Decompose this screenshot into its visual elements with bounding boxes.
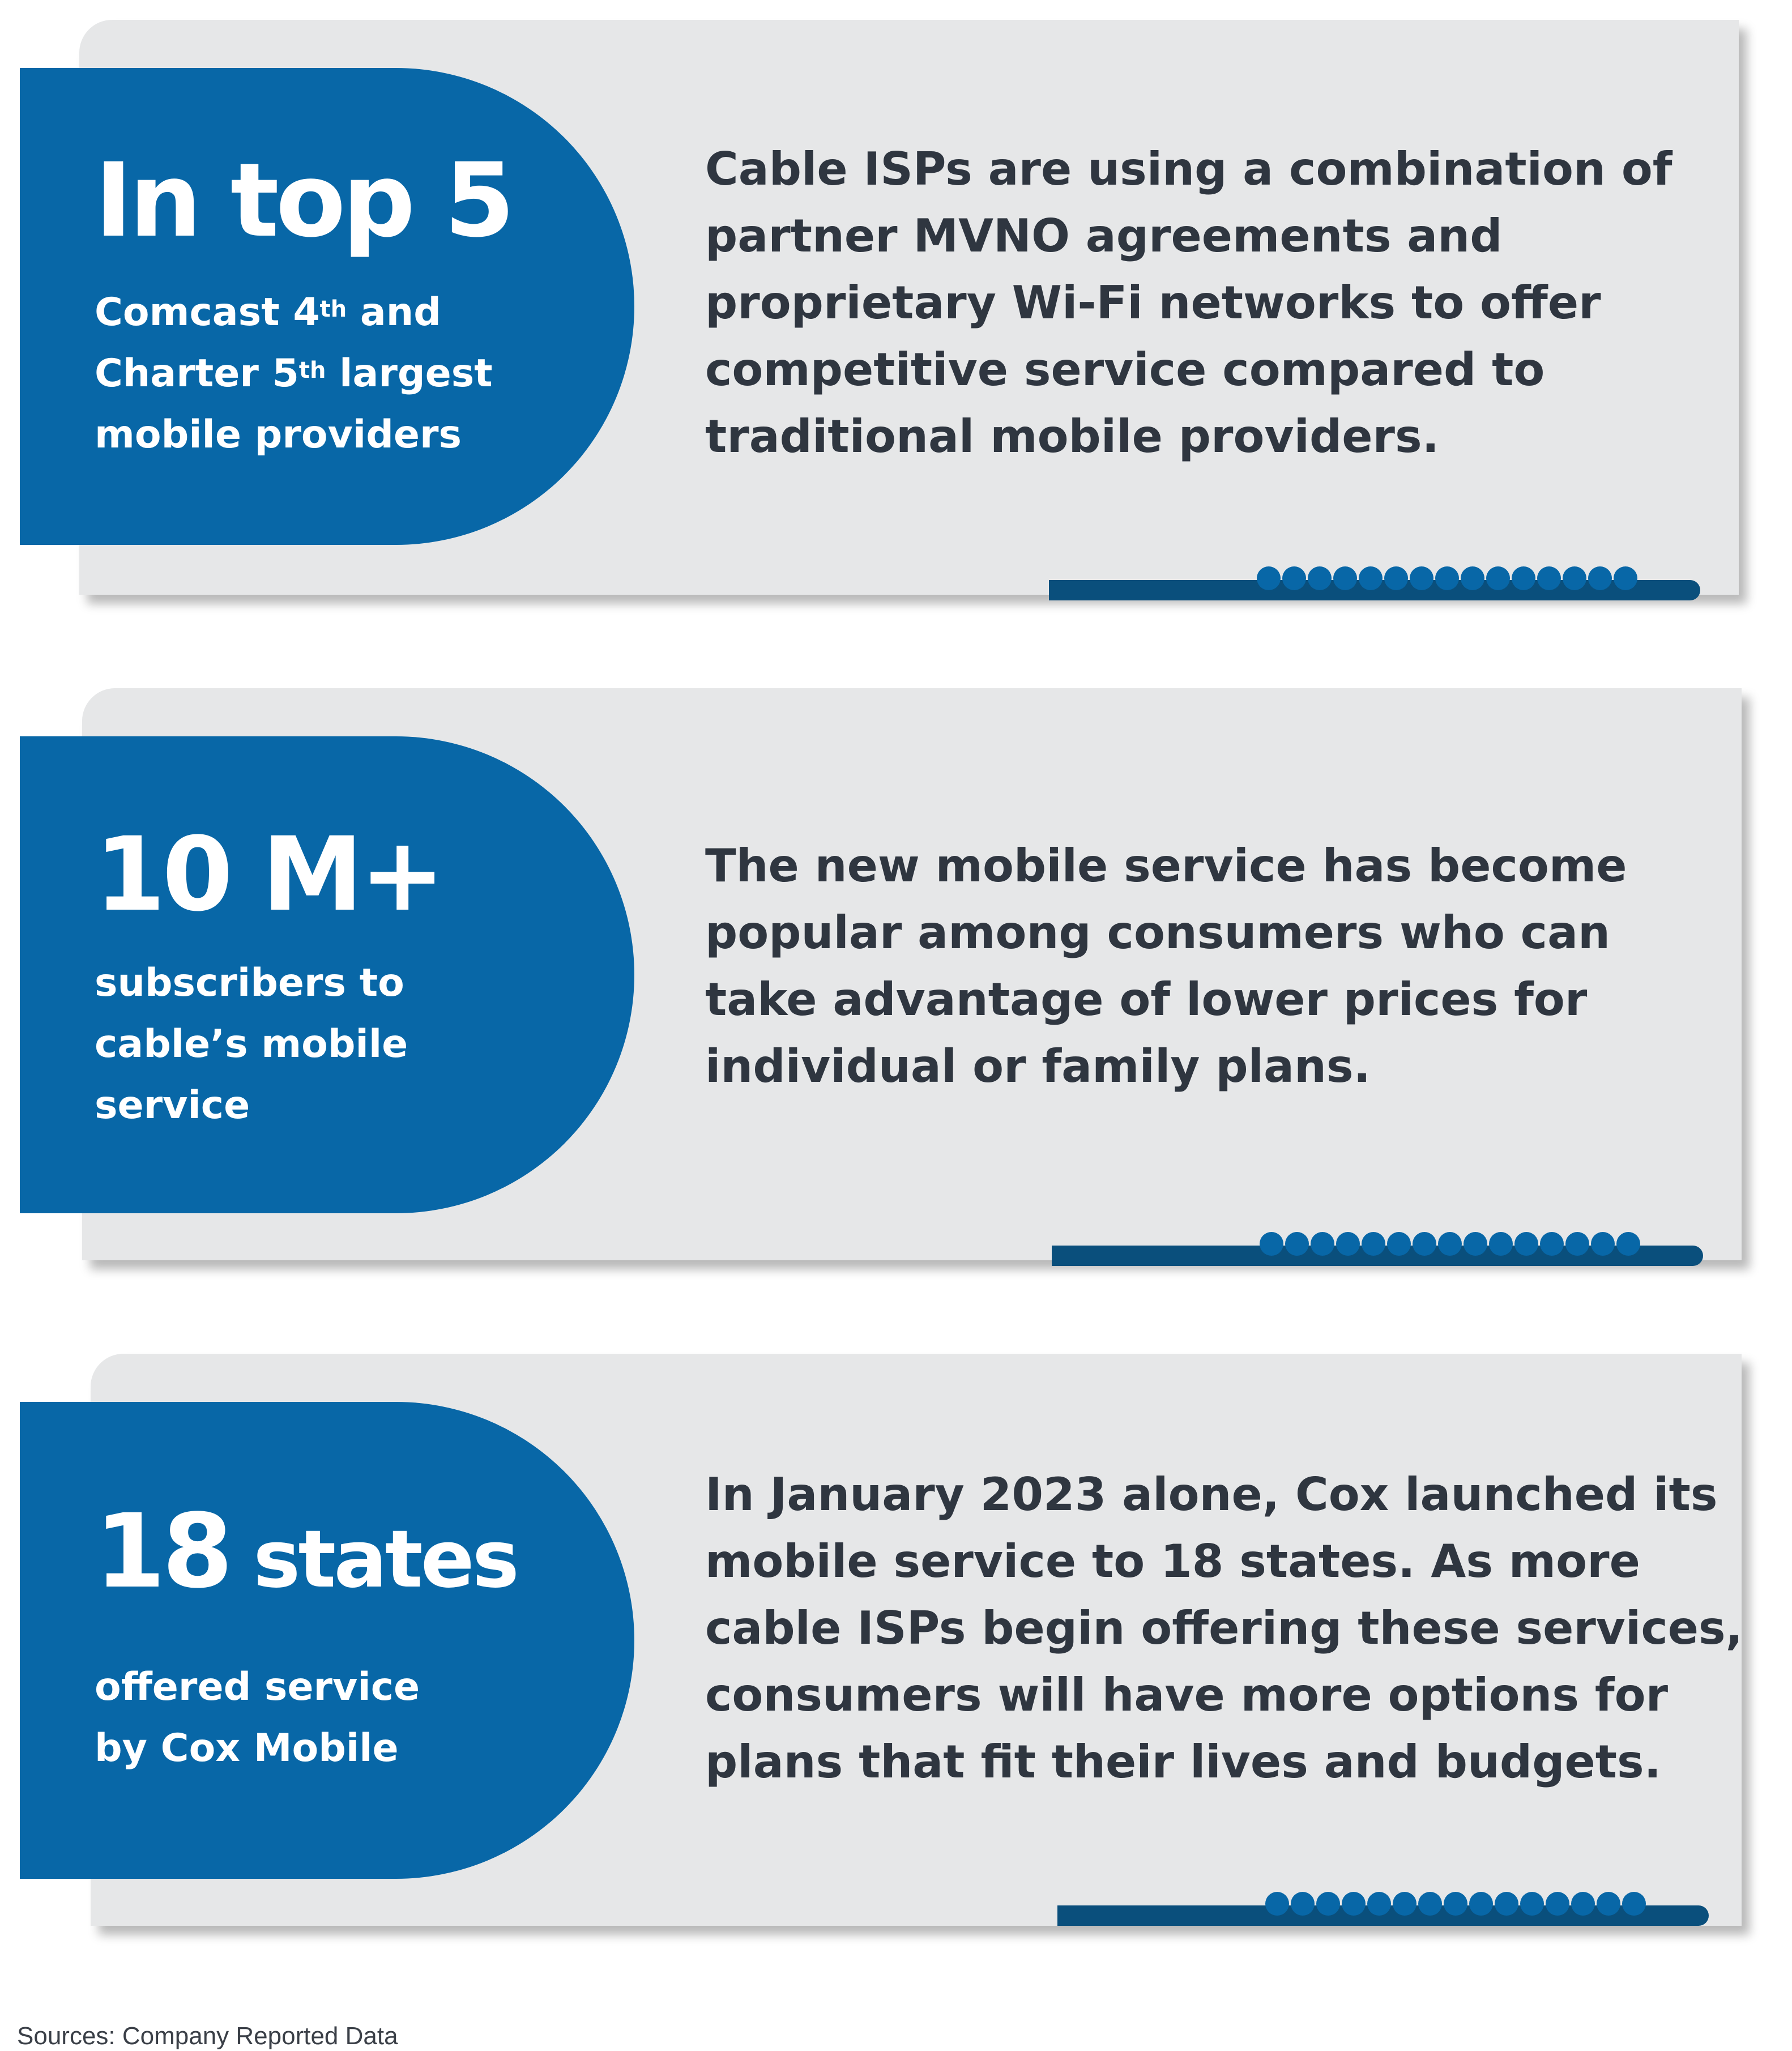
description-line: cable ISPs begin offering these services… (705, 1602, 1743, 1655)
stat-subtitle: Comcast 4th and Charter 5th largest mobi… (95, 282, 493, 466)
stat-headline: 10 M+ (95, 816, 445, 934)
card-description: The new mobile service has become popula… (705, 833, 1627, 1100)
decorative-dot (1438, 1232, 1462, 1256)
decorative-dot (1362, 1232, 1385, 1256)
stat-block: 18 states offered service by Cox Mobile (20, 1402, 634, 1879)
stat-subtitle-line: by Cox Mobile (95, 1726, 399, 1771)
description-line: Cable ISPs are using a combination of (705, 143, 1672, 195)
card-states: 18 states offered service by Cox Mobile … (0, 1334, 1756, 1934)
decorative-dot (1614, 566, 1637, 590)
description-line: proprietary Wi-Fi networks to offer (705, 276, 1601, 329)
decorative-dot (1464, 1232, 1487, 1256)
decorative-dot (1597, 1892, 1620, 1916)
decorative-dot (1333, 566, 1357, 590)
decorative-dot (1342, 1892, 1366, 1916)
decorative-dot (1311, 1232, 1334, 1256)
decorative-dot (1537, 566, 1561, 590)
decorative-dot (1514, 1232, 1538, 1256)
decorative-dot (1291, 1892, 1315, 1916)
decorative-dot (1571, 1892, 1595, 1916)
decorative-dot (1265, 1892, 1289, 1916)
stat-block: In top 5 Comcast 4th and Charter 5th lar… (20, 68, 634, 545)
decorative-dot (1384, 566, 1408, 590)
decorative-dot (1393, 1892, 1416, 1916)
decorative-dots-bar (1049, 566, 1700, 600)
decorative-dot (1461, 566, 1484, 590)
decorative-dot (1387, 1232, 1411, 1256)
decorative-dot (1260, 1232, 1283, 1256)
decorative-dot (1410, 566, 1433, 590)
decorative-dot (1588, 566, 1612, 590)
stat-subtitle-line: Comcast 4th and (95, 290, 441, 335)
decorative-dot (1336, 1232, 1360, 1256)
decorative-dot (1413, 1232, 1436, 1256)
stat-headline: In top 5 (95, 142, 515, 260)
description-line: popular among consumers who can (705, 906, 1611, 959)
decorative-dot (1486, 566, 1510, 590)
decorative-dot (1418, 1892, 1442, 1916)
decorative-dot (1316, 1892, 1340, 1916)
decorative-dot (1359, 566, 1383, 590)
stat-subtitle-line: offered service (95, 1665, 420, 1709)
decorative-dot (1563, 566, 1586, 590)
description-line: plans that fit their lives and budgets. (705, 1736, 1661, 1788)
description-line: traditional mobile providers. (705, 410, 1439, 463)
source-note: Sources: Company Reported Data (17, 2022, 398, 2050)
card-description: Cable ISPs are using a combination of pa… (705, 136, 1672, 470)
decorative-dot (1565, 1232, 1589, 1256)
decorative-dot (1512, 566, 1535, 590)
decorative-dot (1308, 566, 1332, 590)
decorative-dots-bar (1052, 1232, 1703, 1266)
decorative-dot (1546, 1892, 1569, 1916)
description-line: individual or family plans. (705, 1040, 1371, 1093)
description-line: In January 2023 alone, Cox launched its (705, 1468, 1718, 1521)
decorative-dot (1622, 1892, 1646, 1916)
decorative-dot (1257, 566, 1281, 590)
stat-number: 18 (95, 1493, 233, 1611)
card-top-5: In top 5 Comcast 4th and Charter 5th lar… (0, 0, 1756, 600)
stat-subtitle-line: cable’s mobile (95, 1022, 408, 1067)
description-line: consumers will have more options for (705, 1669, 1669, 1721)
description-line: take advantage of lower prices for (705, 973, 1588, 1026)
decorative-dots-bar (1057, 1892, 1709, 1926)
stat-subtitle-line: Charter 5th largest (95, 351, 493, 396)
description-line: partner MVNO agreements and (705, 210, 1503, 262)
description-line: competitive service compared to (705, 343, 1545, 396)
decorative-dot (1616, 1232, 1640, 1256)
decorative-dot (1520, 1892, 1544, 1916)
stat-subtitle-line: mobile providers (95, 412, 462, 457)
decorative-dot (1282, 566, 1306, 590)
decorative-dot (1495, 1892, 1518, 1916)
stat-headline: 18 states (95, 1493, 519, 1640)
stat-unit: states (253, 1513, 519, 1606)
description-line: mobile service to 18 states. As more (705, 1535, 1640, 1588)
description-line: The new mobile service has become (705, 839, 1627, 892)
decorative-dot (1285, 1232, 1309, 1256)
stat-subtitle: offered service by Cox Mobile (95, 1657, 420, 1779)
stat-subtitle: subscribers to cable’s mobile service (95, 953, 408, 1136)
decorative-dot (1540, 1232, 1564, 1256)
card-description: In January 2023 alone, Cox launched its … (705, 1461, 1743, 1796)
decorative-dot (1435, 566, 1459, 590)
stat-subtitle-line: subscribers to (95, 961, 404, 1005)
decorative-dot (1469, 1892, 1493, 1916)
decorative-dot (1489, 1232, 1513, 1256)
decorative-dot (1591, 1232, 1615, 1256)
decorative-dot (1367, 1892, 1391, 1916)
decorative-dot (1444, 1892, 1467, 1916)
stat-subtitle-line: service (95, 1083, 250, 1128)
stat-block: 10 M+ subscribers to cable’s mobile serv… (20, 736, 634, 1213)
card-subscribers: 10 M+ subscribers to cable’s mobile serv… (0, 668, 1756, 1269)
